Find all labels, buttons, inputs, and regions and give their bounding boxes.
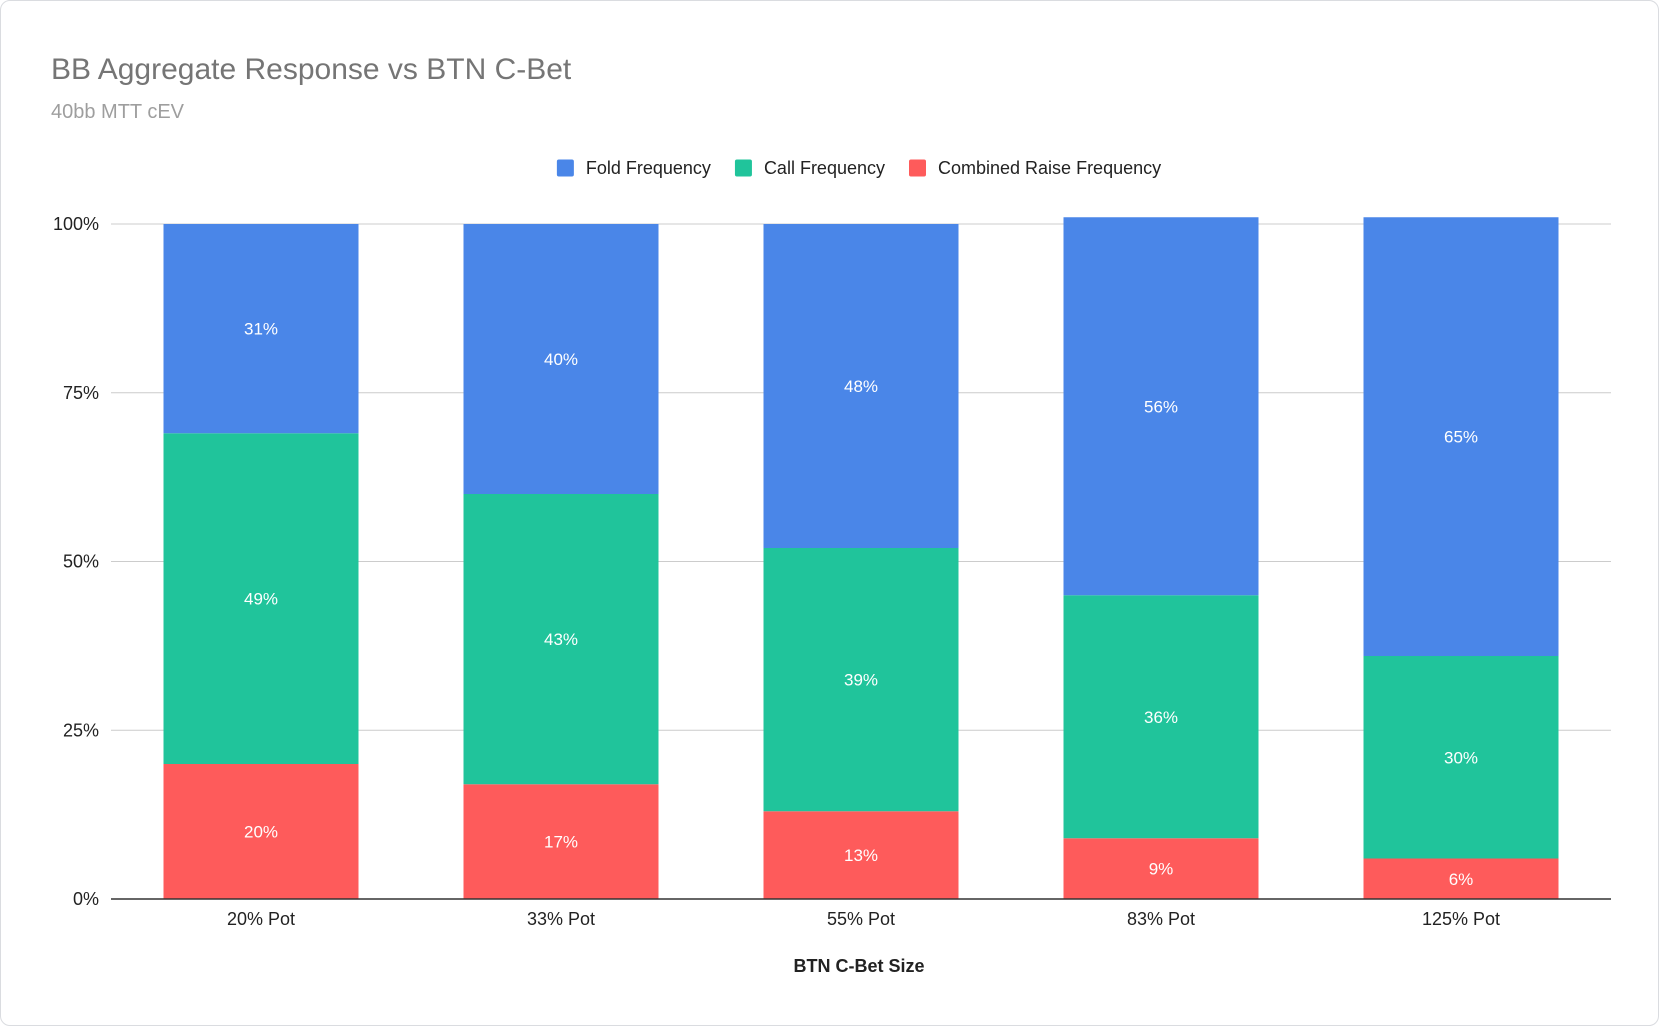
bar-combined-raise-frequency (1063, 838, 1259, 899)
y-tick-label: 100% (53, 214, 99, 234)
y-tick-label: 0% (73, 889, 99, 909)
chart-title: BB Aggregate Response vs BTN C-Bet (51, 53, 572, 86)
data-label: 31% (244, 320, 278, 339)
data-label: 36% (1144, 708, 1178, 727)
x-tick-label: 83% Pot (1127, 909, 1195, 929)
y-tick-label: 25% (63, 720, 99, 740)
chart-subtitle: 40bb MTT cEV (51, 101, 185, 123)
data-label: 43% (544, 630, 578, 649)
data-label: 17% (544, 833, 578, 852)
data-label: 65% (1444, 428, 1478, 447)
bar-combined-raise-frequency (163, 764, 359, 899)
bar-fold-frequency (1063, 217, 1259, 596)
x-tick-label: 125% Pot (1422, 909, 1500, 929)
bar-call-frequency (1363, 656, 1559, 859)
data-label: 49% (244, 590, 278, 609)
data-label: 30% (1444, 748, 1478, 767)
bar-fold-frequency (163, 224, 359, 434)
legend-swatch (556, 159, 574, 177)
bar-call-frequency (163, 433, 359, 764)
data-label: 13% (844, 846, 878, 865)
bar-call-frequency (763, 548, 959, 812)
data-labels: 20% 49% 31% 17% 43% 40% 13% 39% 48% 9% 36% 56% 6% 30%… (244, 320, 1478, 889)
bar-fold-frequency (463, 224, 659, 494)
bar-fold-frequency (1363, 217, 1559, 656)
data-label: 40% (544, 350, 578, 369)
bar-combined-raise-frequency (463, 784, 659, 899)
data-label: 20% (244, 823, 278, 842)
bar-call-frequency (463, 494, 659, 785)
y-tick-label: 75% (63, 383, 99, 403)
bar-combined-raise-frequency (763, 811, 959, 899)
data-label: 56% (1144, 397, 1178, 416)
x-axis-ticks: 20% Pot 33% Pot 55% Pot 83% Pot 125% Pot (227, 909, 1500, 929)
x-tick-label: 55% Pot (827, 909, 895, 929)
x-tick-label: 20% Pot (227, 909, 295, 929)
legend-item-label: Fold Frequency (586, 158, 711, 178)
x-tick-label: 33% Pot (527, 909, 595, 929)
bars (163, 217, 1559, 899)
data-label: 6% (1449, 870, 1474, 889)
bar-combined-raise-frequency (1363, 858, 1559, 899)
y-tick-label: 50% (63, 552, 99, 572)
legend: Fold Frequency Call Frequency Combined Rai… (556, 158, 1161, 178)
legend-swatch (909, 159, 926, 177)
data-label: 39% (844, 671, 878, 690)
bar-fold-frequency (763, 224, 959, 548)
y-axis-ticks: 0% 25% 50% 75% 100% (53, 214, 99, 909)
data-label: 9% (1149, 860, 1174, 879)
x-axis-title: BTN C-Bet Size (793, 956, 924, 976)
bar-call-frequency (1063, 595, 1259, 839)
legend-item-label: Combined Raise Frequency (938, 158, 1161, 178)
data-label: 48% (844, 377, 878, 396)
legend-item-label: Call Frequency (764, 158, 885, 178)
legend-swatch (734, 159, 752, 177)
